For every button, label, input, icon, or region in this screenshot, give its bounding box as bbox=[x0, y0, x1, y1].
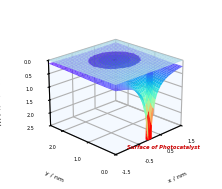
Y-axis label: y / nm: y / nm bbox=[44, 171, 64, 184]
X-axis label: x / nm: x / nm bbox=[167, 171, 188, 184]
